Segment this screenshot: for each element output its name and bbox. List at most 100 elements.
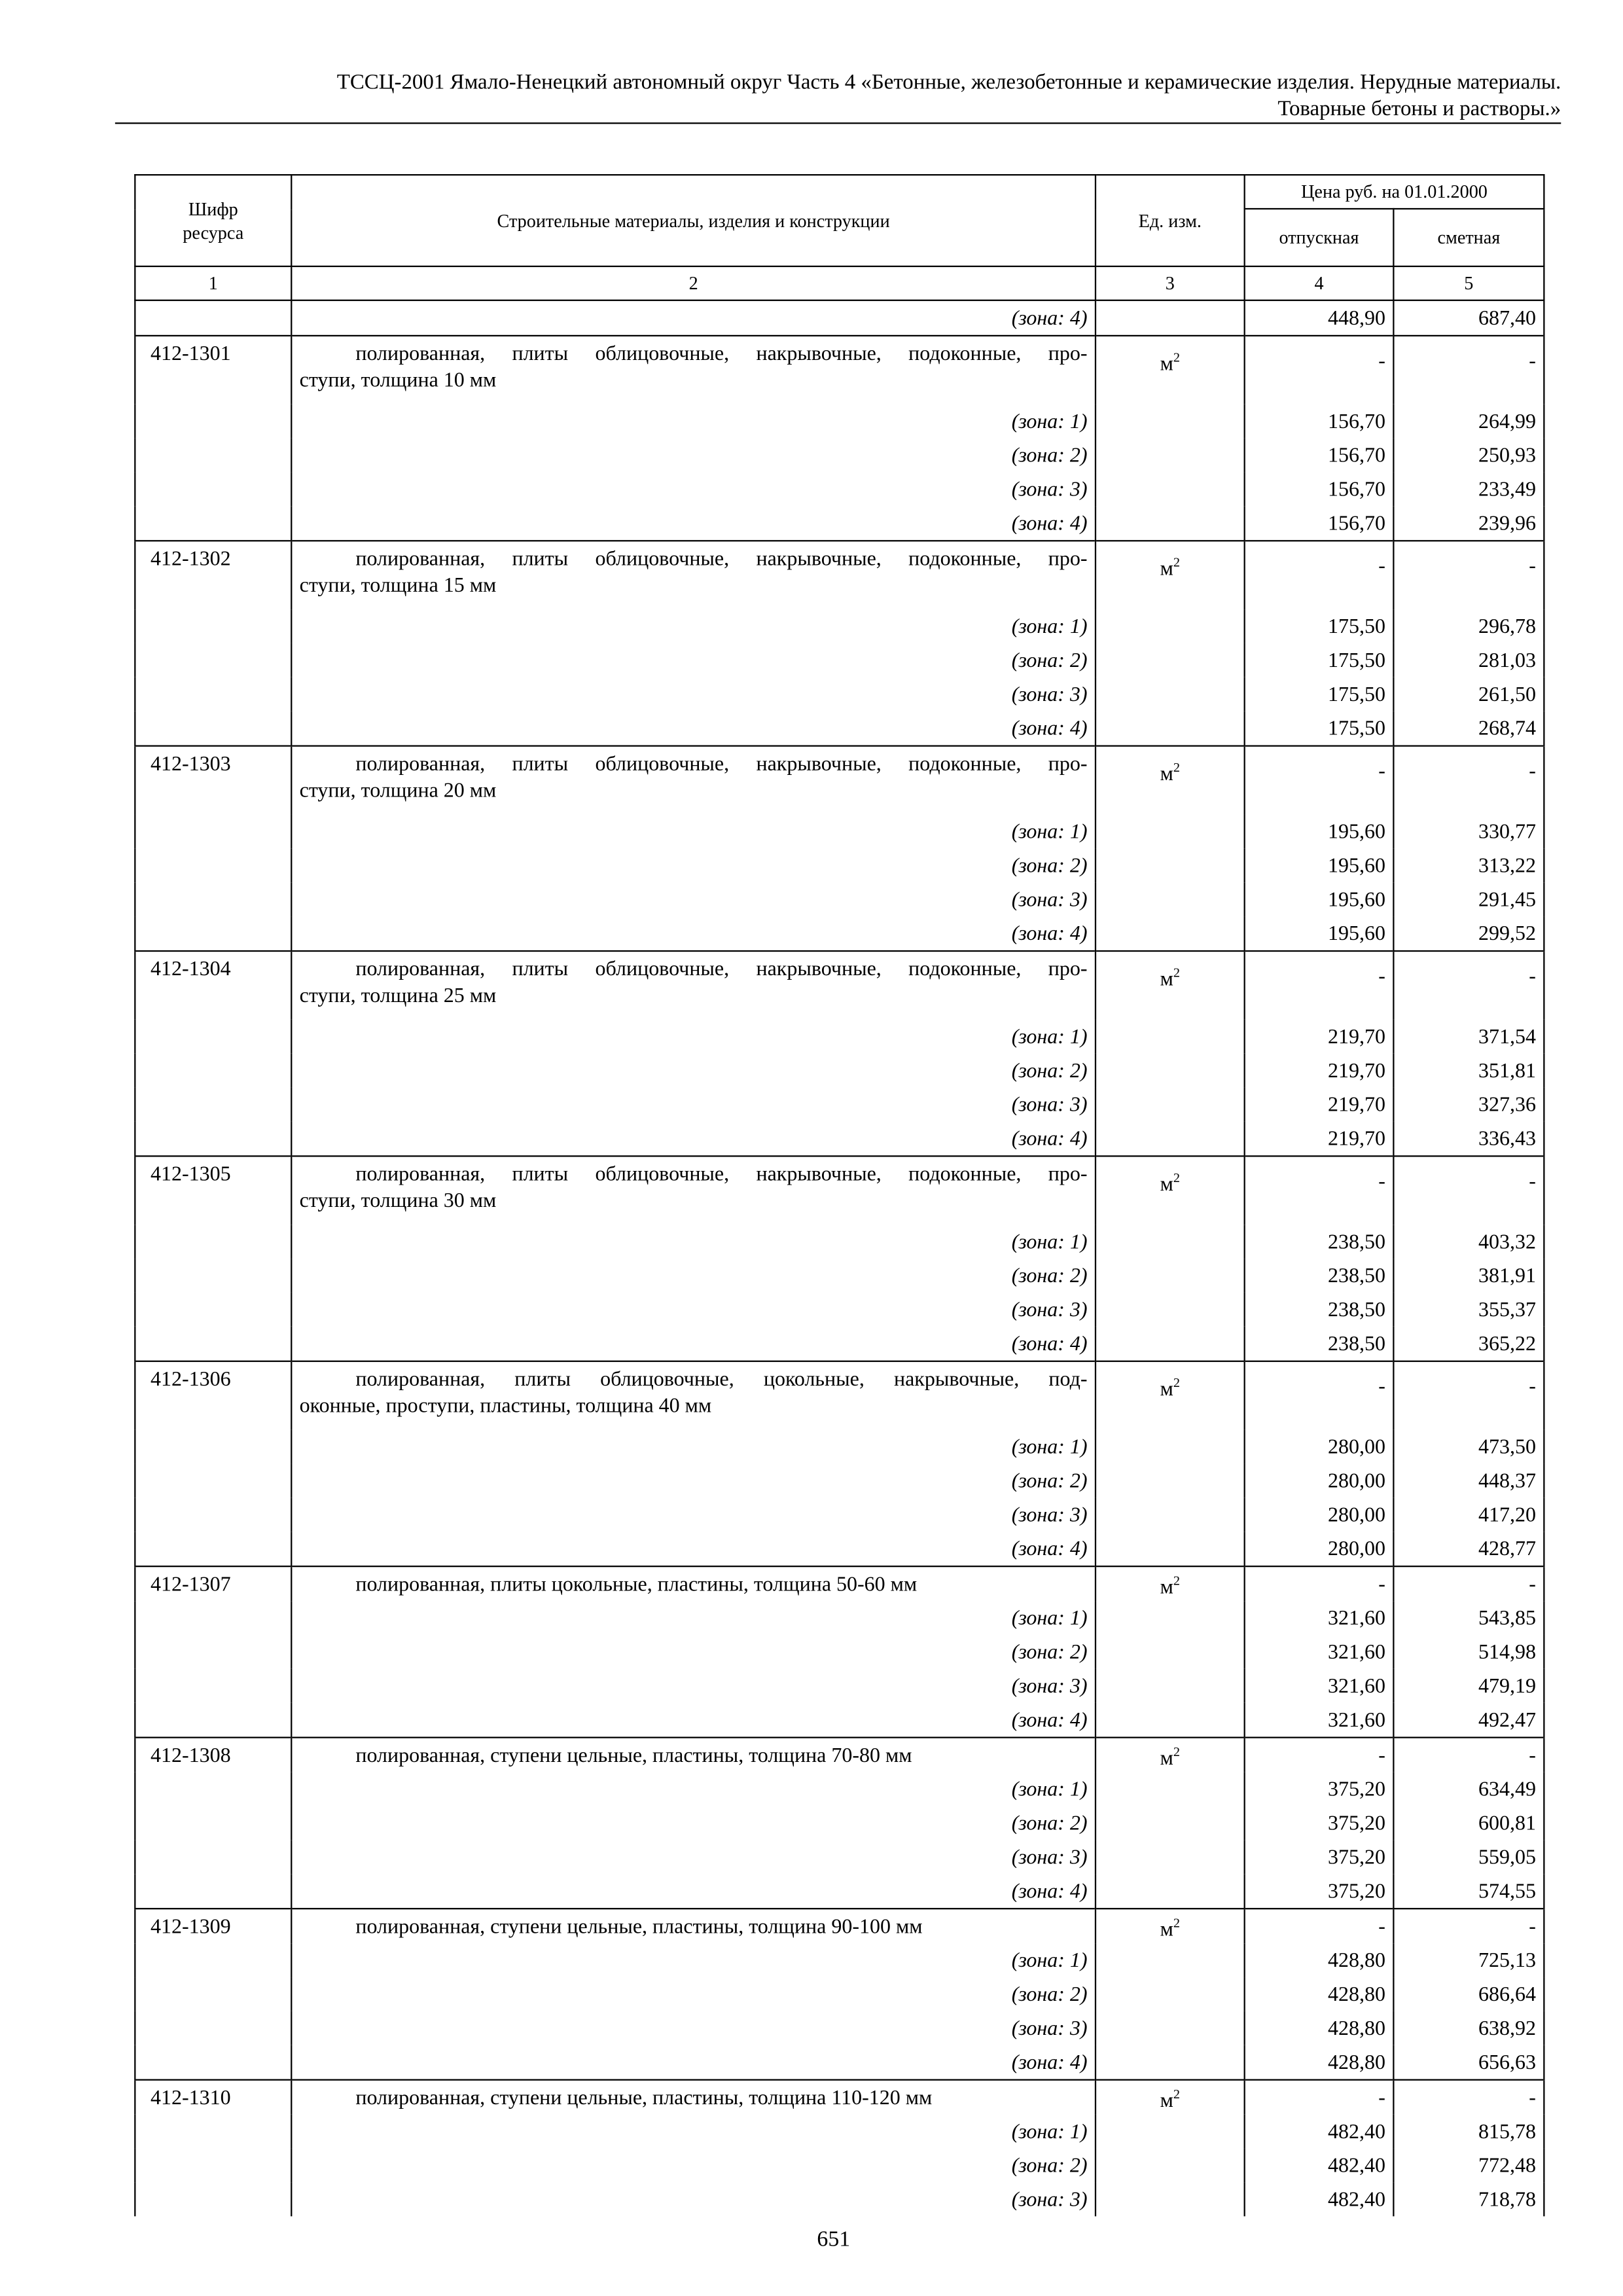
unit-cell: [1094, 2045, 1245, 2080]
estimate-price: 296,78: [1393, 609, 1545, 643]
zone-label: (зона: 2): [291, 1634, 1097, 1669]
zone-label: (зона: 1): [291, 404, 1097, 439]
material-description: полированная, ступени цельные, пластины,…: [291, 2079, 1097, 2115]
code-cell: [134, 643, 293, 677]
zone-label: (зона: 2): [291, 2148, 1097, 2183]
estimate-price: 365,22: [1393, 1326, 1545, 1361]
release-price: 375,20: [1243, 1806, 1395, 1840]
release-price: 156,70: [1243, 472, 1395, 507]
zone-label: (зона: 4): [291, 2045, 1097, 2080]
zone-label: (зона: 4): [291, 1121, 1097, 1157]
zone-label: (зона: 4): [291, 1532, 1097, 1567]
unit-cell: [1094, 2148, 1245, 2183]
estimate-price: 239,96: [1393, 506, 1545, 541]
estimate-price: 479,19: [1393, 1668, 1545, 1703]
code-cell: [134, 2045, 293, 2080]
description-line: ступи, толщина 10 мм: [299, 368, 497, 393]
release-price: 428,80: [1243, 2011, 1395, 2045]
code-cell: [134, 1498, 293, 1532]
code-cell: [134, 404, 293, 439]
unit-exponent: 2: [1173, 554, 1181, 570]
code-cell: [134, 506, 293, 541]
table-row-zone: (зона: 1) 321,60 543,85: [134, 1601, 1545, 1635]
release-price: 195,60: [1243, 916, 1395, 952]
release-price: 428,80: [1243, 2045, 1395, 2080]
resource-code: 412-1304: [134, 950, 293, 1020]
zone-label: (зона: 1): [291, 2114, 1097, 2149]
unit-cell: [1094, 643, 1245, 677]
header-rule: [115, 122, 1561, 124]
unit-exponent: 2: [1173, 1170, 1181, 1185]
zone-label: (зона: 1): [291, 1943, 1097, 1978]
unit-exponent: 2: [1173, 965, 1181, 980]
estimate-price: -: [1393, 540, 1545, 610]
table-row-item: 412-1310 полированная, ступени цельные, п…: [134, 2079, 1545, 2115]
description-line: полированная, плиты облицовочные, накрыв…: [355, 547, 1088, 571]
page-number: 651: [817, 2228, 851, 2252]
zone-label: (зона: 3): [291, 677, 1097, 711]
unit-cell: [1094, 1874, 1245, 1909]
unit-cell: [1094, 677, 1245, 711]
estimate-price: 403,32: [1393, 1225, 1545, 1259]
code-cell: [134, 1840, 293, 1874]
zone-label: (зона: 3): [291, 2182, 1097, 2217]
estimate-price: -: [1393, 950, 1545, 1020]
release-price: 280,00: [1243, 1429, 1395, 1464]
zone-label: (зона: 2): [291, 1259, 1097, 1293]
zone-label: (зона: 2): [291, 848, 1097, 883]
table-row-zone: (зона: 4) 156,70 239,96: [134, 506, 1545, 541]
table-row-zone: (зона: 2) 156,70 250,93: [134, 438, 1545, 473]
table-row-zone: (зона: 3) 175,50 261,50: [134, 677, 1545, 711]
estimate-price: -: [1393, 1736, 1545, 1772]
table-row-zone: (зона: 2) 195,60 313,22: [134, 848, 1545, 883]
estimate-price: 473,50: [1393, 1429, 1545, 1464]
unit-of-measure: м2: [1094, 1155, 1245, 1225]
zone-label: (зона: 3): [291, 1668, 1097, 1703]
code-cell: [134, 1806, 293, 1840]
unit-cell: [1094, 1053, 1245, 1088]
unit-cell: [1094, 1498, 1245, 1532]
estimate-price: -: [1393, 1908, 1545, 1944]
table-row-zone: (зона: 2) 375,20 600,81: [134, 1806, 1545, 1840]
zone-label: (зона: 3): [291, 1498, 1097, 1532]
code-cell: [134, 472, 293, 507]
code-cell: [134, 2182, 293, 2217]
estimate-price: 381,91: [1393, 1259, 1545, 1293]
zone-label: (зона: 1): [291, 609, 1097, 643]
estimate-price: 264,99: [1393, 404, 1545, 439]
resource-code: 412-1303: [134, 745, 293, 815]
unit-exponent: 2: [1173, 1744, 1181, 1759]
material-description: полированная, плиты облицовочные, накрыв…: [291, 950, 1097, 1020]
estimate-price: 281,03: [1393, 643, 1545, 677]
material-description: полированная, плиты облицовочные, цоколь…: [291, 1360, 1097, 1430]
zone-label: (зона: 1): [291, 1019, 1097, 1054]
table-row-item: 412-1301 полированная, плиты облицовочные…: [134, 334, 1545, 404]
release-price: 219,70: [1243, 1121, 1395, 1157]
material-description: полированная, ступени цельные, пластины,…: [291, 1908, 1097, 1944]
zone-label: (зона: 4): [291, 916, 1097, 952]
table-row-zone: (зона: 2) 321,60 514,98: [134, 1634, 1545, 1669]
description-line: полированная, плиты облицовочные, накрыв…: [355, 342, 1088, 367]
estimate-price: 250,93: [1393, 438, 1545, 473]
table-row-zone: (зона: 4) 280,00 428,77: [134, 1532, 1545, 1567]
zone-label: (зона: 1): [291, 1225, 1097, 1259]
code-cell: [134, 609, 293, 643]
table-row-item: 412-1308 полированная, ступени цельные, п…: [134, 1736, 1545, 1772]
unit-cell: [1094, 609, 1245, 643]
table-row-item: 412-1302 полированная, плиты облицовочные…: [134, 540, 1545, 610]
estimate-price: 351,81: [1393, 1053, 1545, 1088]
release-price: -: [1243, 334, 1395, 404]
release-price: 175,50: [1243, 677, 1395, 711]
table-row-zone: (зона: 4) 238,50 365,22: [134, 1326, 1545, 1361]
unit-of-measure: м2: [1094, 1736, 1245, 1772]
table-row-zone: (зона: 2) 428,80 686,64: [134, 1977, 1545, 2011]
release-price: 238,50: [1243, 1259, 1395, 1293]
table-row-zone: (зона: 1) 375,20 634,49: [134, 1772, 1545, 1806]
table-row-zone: (зона: 2) 280,00 448,37: [134, 1463, 1545, 1498]
zone-label: (зона: 2): [291, 1977, 1097, 2011]
estimate-price: 417,20: [1393, 1498, 1545, 1532]
release-price: 321,60: [1243, 1702, 1395, 1738]
release-price: 482,40: [1243, 2114, 1395, 2149]
description-line: полированная, ступени цельные, пластины,…: [355, 1744, 912, 1768]
table-row-item: 412-1309 полированная, ступени цельные, п…: [134, 1908, 1545, 1944]
